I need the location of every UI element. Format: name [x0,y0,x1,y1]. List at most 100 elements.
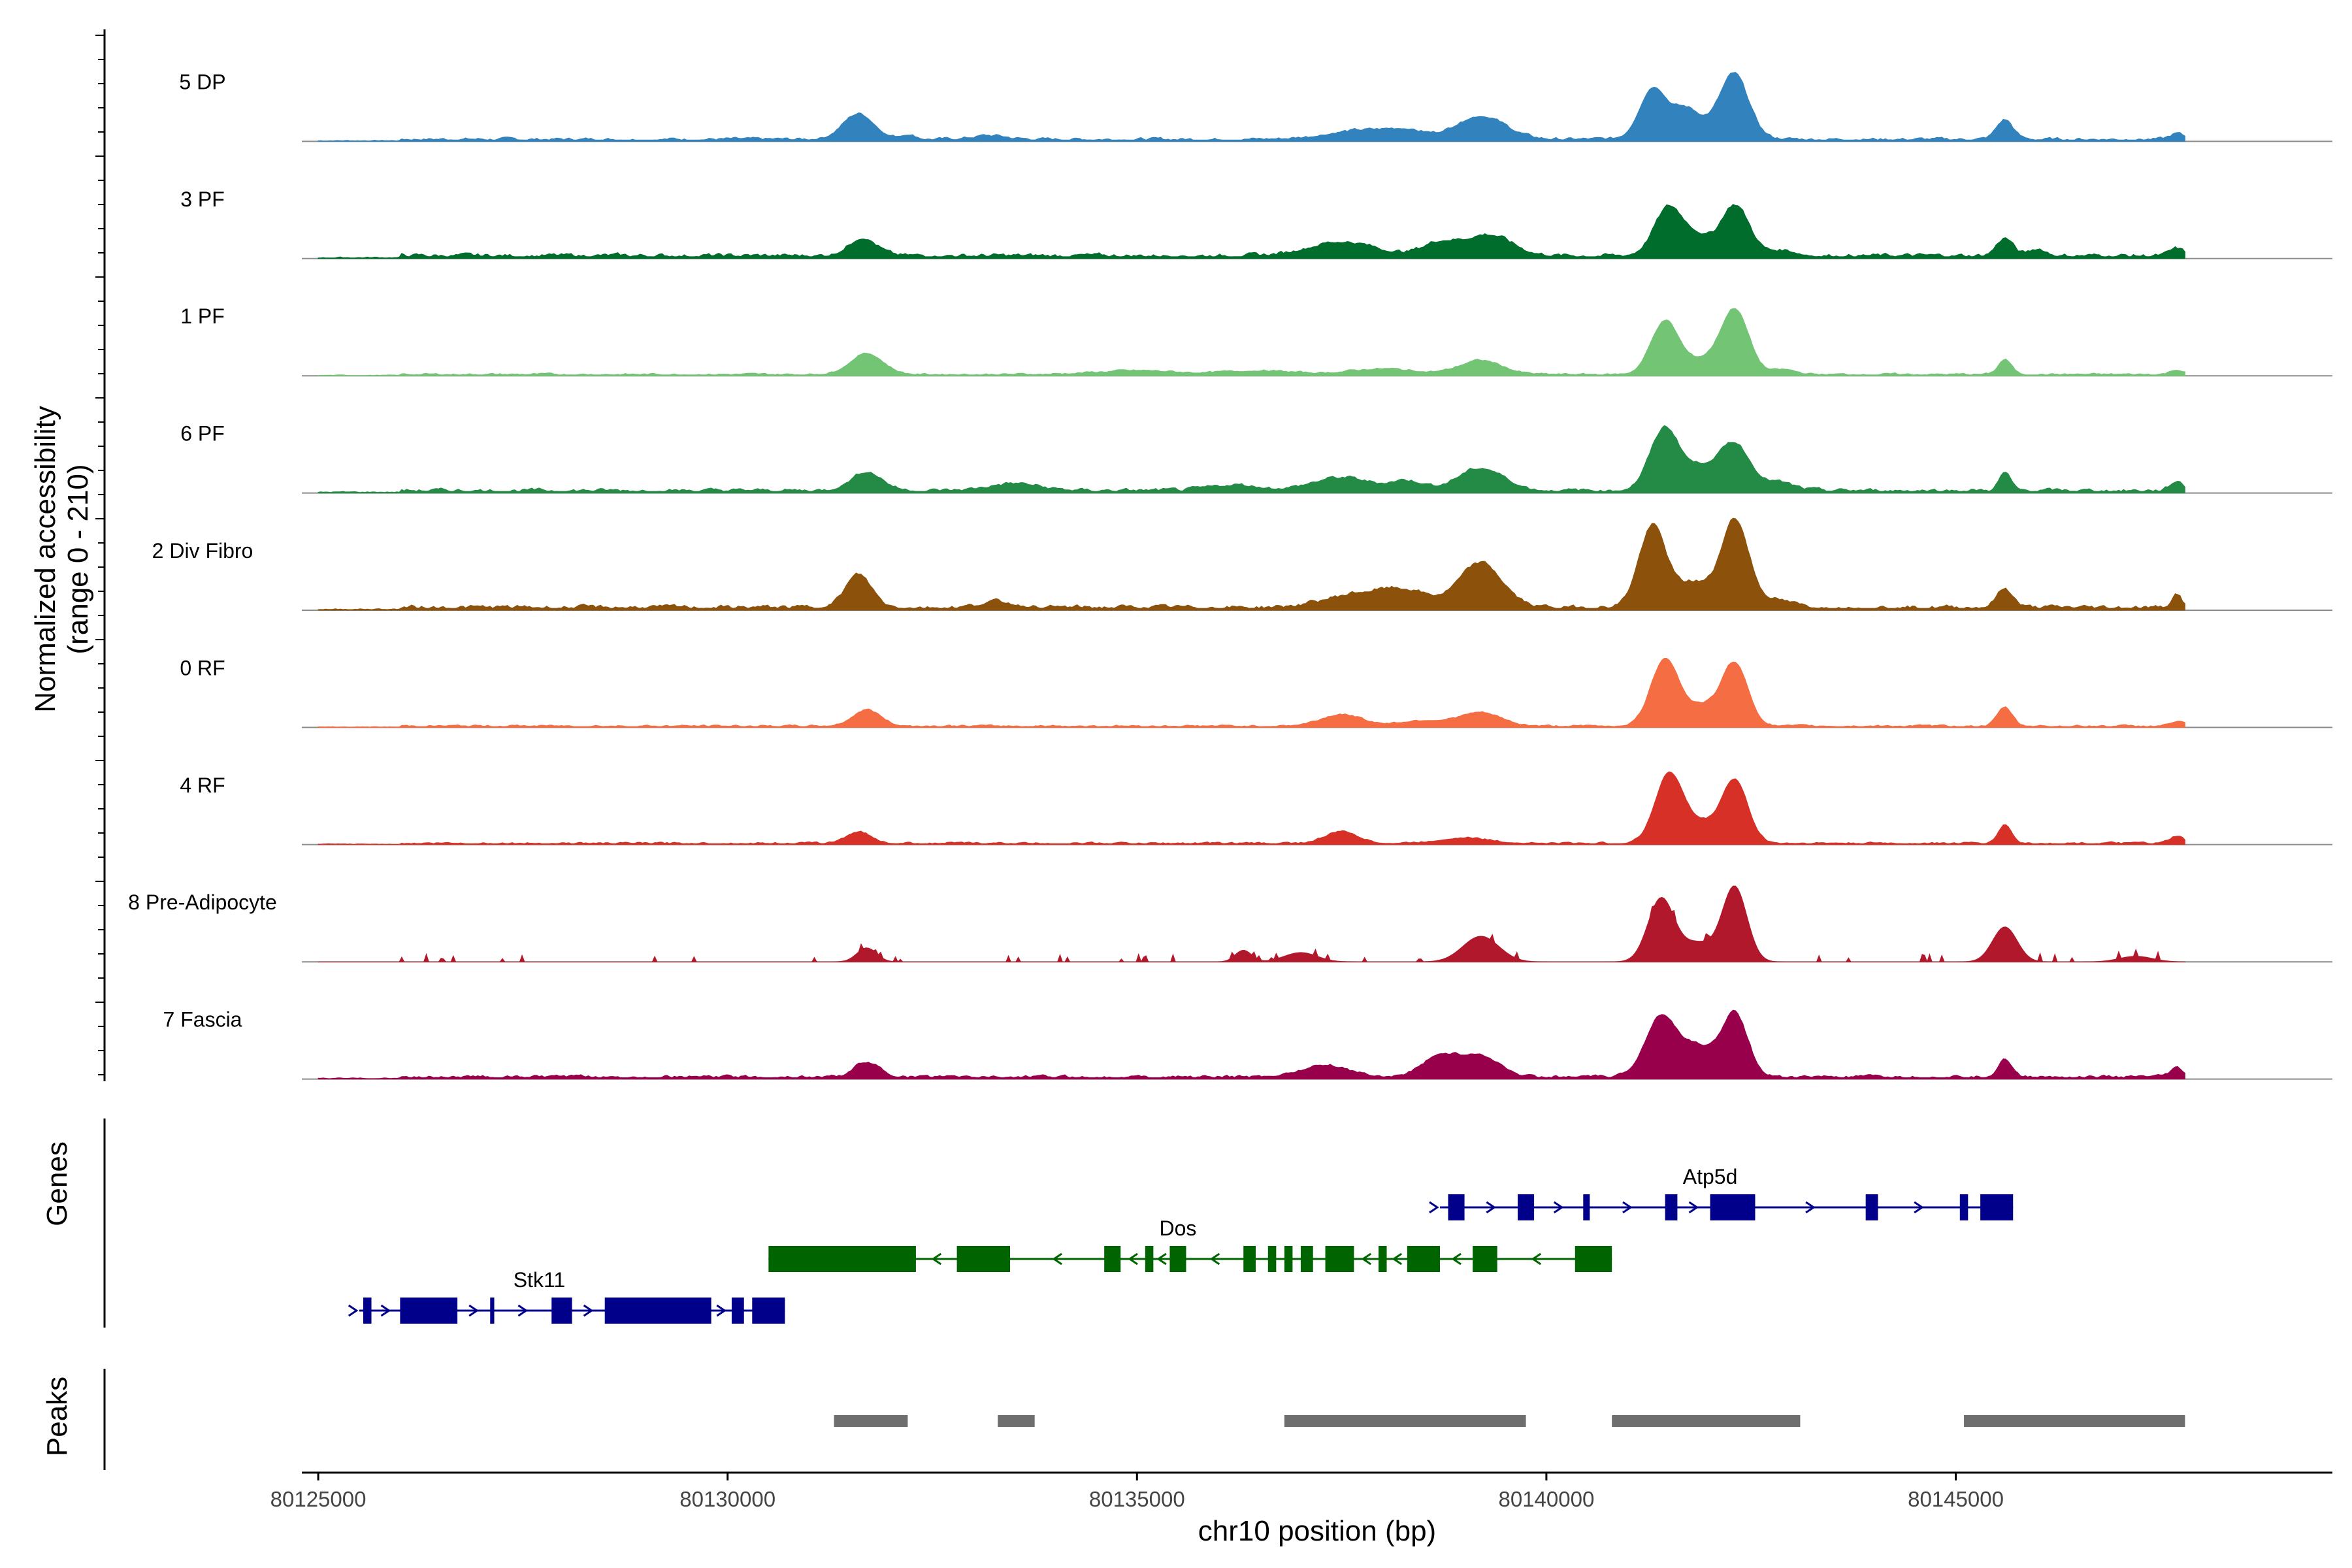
coverage-track: 0 RF [180,656,2332,728]
track-label: 6 PF [180,422,225,446]
x-axis-tick-label: 80135000 [1089,1487,1185,1511]
x-axis-tick-label: 80140000 [1498,1487,1594,1511]
gene-exon [1710,1194,1756,1220]
coverage-tracks: 5 DP 3 PF 1 PF 6 PF 2 Div Fibro 0 RF 4 RF 8 Pre… [128,70,2332,1080]
track-label: 5 DP [179,70,225,93]
gene-exon [1959,1194,1968,1220]
gene-exon [1575,1246,1612,1272]
gene-exon [1448,1194,1465,1220]
coverage-area [318,204,2185,259]
coverage-track: 2 Div Fibro [152,517,2332,611]
coverage-area [318,517,2185,611]
gene-exon [1473,1246,1497,1272]
x-axis-tick-label: 80125000 [270,1487,367,1511]
gene-exon [1104,1246,1121,1272]
gene-exon [1300,1246,1313,1272]
strand-arrow [1622,1201,1633,1214]
strand-arrow [716,1304,727,1317]
strand-arrow [1156,1252,1167,1266]
strand-arrow [1688,1201,1699,1214]
y-axis-label-line2: (range 0 - 210) [62,464,94,654]
strand-arrow [1486,1201,1497,1214]
gene-exon [400,1298,458,1324]
coverage-area [318,771,2185,845]
gene-exon [1665,1194,1678,1220]
gene-model: Atp5d [1429,1165,2014,1220]
gene-label: Dos [1159,1217,1196,1240]
y-axis-label-line1: Normalized accessibility [29,406,61,712]
x-axis-tick-label: 80145000 [1908,1487,2004,1511]
gene-exon [1169,1246,1186,1272]
x-axis-label: chr10 position (bp) [1198,1515,1436,1547]
gene-exon [1865,1194,1878,1220]
peak-region-bar [834,1415,908,1427]
gene-exon [363,1298,372,1324]
coverage-track: 5 DP [179,70,2332,142]
gene-model: Stk11 [348,1268,785,1324]
gene-models: Atp5d Dos Stk11 [348,1165,2014,1324]
gene-exon [1325,1246,1354,1272]
gene-exon [604,1298,711,1324]
gene-label: Atp5d [1683,1165,1738,1188]
track-label: 8 Pre-Adipocyte [128,890,277,914]
gene-exon [1583,1194,1590,1220]
peak-regions [834,1415,2185,1427]
coverage-track: 6 PF [180,422,2332,494]
gene-exon [1378,1246,1387,1272]
gene-exon [1284,1246,1293,1272]
coverage-area [318,425,2185,494]
gene-exon [1243,1246,1256,1272]
strand-arrow [1128,1252,1138,1266]
x-axis-tick-label: 80130000 [679,1487,776,1511]
peaks-panel-label: Peaks [41,1377,73,1456]
peak-region-bar [1964,1415,2185,1427]
strand-arrow [1805,1201,1816,1214]
gene-label: Stk11 [514,1268,565,1292]
coverage-area [318,1009,2185,1080]
peak-region-bar [998,1415,1035,1427]
gene-model: Dos [768,1217,1612,1272]
strand-arrow [468,1304,479,1317]
gene-exon [956,1246,1011,1272]
strand-arrow [1392,1252,1403,1266]
strand-arrow [1451,1252,1462,1266]
strand-arrow [380,1304,391,1317]
gene-exon [1145,1246,1154,1272]
strand-arrow [583,1304,594,1317]
coverage-track: 3 PF [180,188,2332,259]
coverage-area [318,885,2185,963]
track-label: 3 PF [180,188,225,211]
coverage-track: 8 Pre-Adipocyte [128,885,2332,963]
coverage-y-axis-ticks [95,35,105,1075]
strand-arrow [1209,1252,1220,1266]
gene-exon [1407,1246,1440,1272]
track-label: 1 PF [180,304,225,328]
strand-arrow [1052,1252,1062,1266]
coverage-area [318,72,2185,142]
track-label: 7 Fascia [163,1008,242,1032]
coverage-track: 4 RF [180,771,2332,845]
gene-exon [731,1298,744,1324]
gene-exon [1267,1246,1277,1272]
gene-exon [490,1298,495,1324]
strand-arrow [1429,1201,1439,1214]
strand-arrow [517,1304,529,1317]
coverage-track: 1 PF [180,304,2332,377]
coverage-track: 7 Fascia [163,1008,2332,1080]
gene-exon [1980,1194,2014,1220]
gene-exon [768,1246,916,1272]
gene-exon [551,1298,572,1324]
strand-arrow [348,1304,359,1317]
strand-arrow [1553,1201,1564,1214]
x-axis-ticks: 80125000 80130000 80135000 80140000 80145000 [270,1473,2004,1511]
track-label: 0 RF [180,656,225,679]
coverage-area [318,658,2185,728]
strand-arrow [931,1252,942,1266]
strand-arrow [1914,1201,1924,1214]
track-label: 4 RF [180,774,225,797]
gene-exon [1518,1194,1535,1220]
genes-panel-label: Genes [41,1141,73,1226]
coverage-area [318,308,2185,376]
